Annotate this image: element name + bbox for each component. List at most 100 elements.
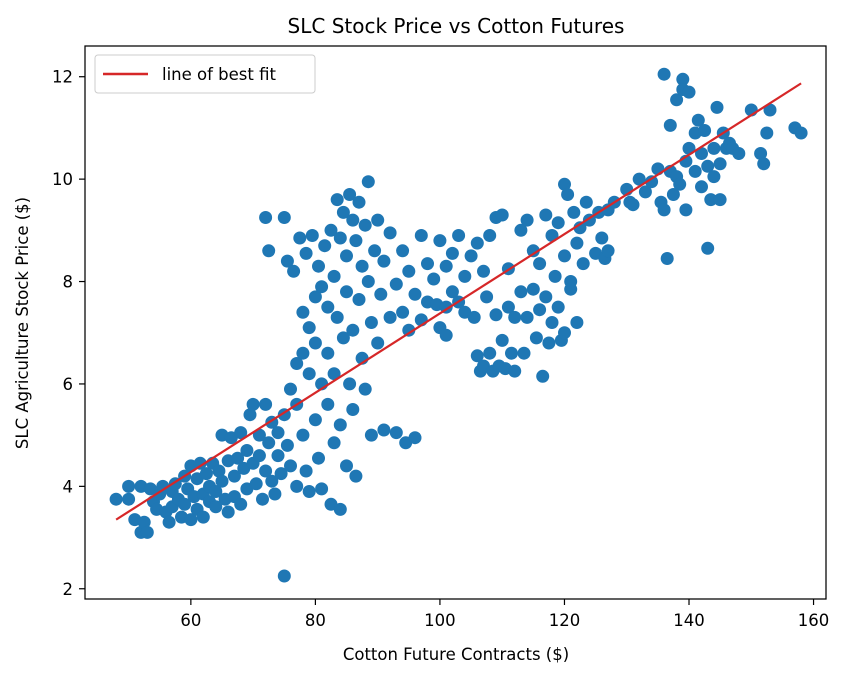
data-point — [439, 259, 453, 273]
data-point — [660, 252, 674, 265]
data-point — [520, 310, 534, 324]
data-point — [321, 397, 335, 411]
data-point — [514, 223, 528, 237]
data-point — [514, 285, 528, 299]
data-point — [162, 515, 176, 529]
x-axis-ticks: 60 80 100 120 140 160 — [180, 599, 829, 630]
data-point — [396, 244, 410, 258]
y-axis-ticks: 2 4 6 8 10 12 — [52, 68, 85, 599]
data-point — [349, 469, 363, 483]
data-point — [570, 236, 584, 250]
data-point — [234, 426, 248, 440]
data-point — [305, 229, 319, 242]
data-point — [701, 241, 715, 255]
data-point — [542, 336, 556, 350]
data-point — [688, 164, 702, 178]
data-point — [259, 211, 273, 224]
data-point — [794, 126, 808, 140]
data-point — [754, 147, 768, 160]
data-point — [296, 305, 310, 319]
data-point — [595, 231, 609, 245]
data-point — [707, 170, 721, 184]
data-point — [277, 211, 291, 224]
data-point — [343, 188, 357, 201]
y-tick-label: 10 — [52, 170, 73, 189]
data-point — [368, 244, 382, 258]
data-point — [402, 323, 416, 337]
data-point — [573, 221, 587, 235]
data-point — [757, 157, 771, 171]
data-point — [533, 303, 547, 317]
data-point — [570, 316, 584, 329]
data-point — [467, 310, 481, 324]
data-point — [505, 346, 518, 360]
data-point — [408, 431, 422, 445]
data-point — [284, 459, 297, 473]
data-point — [193, 456, 207, 470]
data-point — [265, 474, 279, 488]
data-point — [389, 277, 403, 291]
data-point — [396, 305, 410, 319]
data-point — [346, 323, 360, 337]
data-point — [445, 285, 459, 299]
data-point — [551, 216, 565, 230]
data-point — [343, 377, 357, 391]
data-point — [122, 492, 136, 506]
data-point — [336, 331, 350, 345]
data-point — [249, 477, 263, 491]
data-point — [227, 469, 241, 483]
data-point — [408, 287, 422, 301]
data-point — [290, 479, 304, 493]
data-point — [673, 177, 687, 191]
best-fit-line — [115, 82, 802, 521]
data-point — [383, 310, 397, 324]
chart-title: SLC Stock Price vs Cotton Futures — [288, 14, 625, 38]
y-tick-label: 2 — [63, 580, 74, 599]
data-point — [645, 175, 659, 189]
data-point — [539, 290, 553, 304]
data-point — [287, 264, 301, 278]
data-point — [539, 208, 553, 222]
data-point — [277, 569, 291, 583]
data-point — [308, 336, 322, 350]
data-point — [346, 213, 360, 227]
data-point — [252, 449, 266, 463]
data-point — [710, 100, 724, 114]
x-axis-label: Cotton Future Contracts ($) — [343, 645, 569, 664]
data-point — [358, 218, 372, 232]
data-point — [371, 336, 385, 350]
data-point — [271, 449, 285, 463]
x-tick-label: 80 — [305, 611, 326, 630]
data-point — [231, 451, 245, 465]
data-point — [259, 464, 273, 478]
data-point — [209, 485, 223, 498]
data-point — [221, 505, 235, 519]
data-point — [318, 239, 332, 253]
data-point — [495, 333, 509, 347]
data-point — [280, 254, 294, 268]
fit-line-layer — [115, 82, 802, 521]
data-point — [470, 349, 484, 363]
data-point — [374, 287, 388, 301]
data-point — [312, 451, 325, 465]
x-tick-label: 140 — [673, 611, 705, 630]
data-point — [296, 346, 310, 360]
data-point — [212, 464, 226, 478]
data-point — [364, 428, 378, 442]
data-point — [402, 264, 416, 278]
data-point — [290, 357, 304, 370]
data-point — [670, 93, 684, 107]
data-point — [501, 300, 515, 314]
data-point — [246, 397, 260, 411]
data-point — [666, 188, 680, 201]
data-point — [330, 310, 344, 324]
data-point — [137, 515, 151, 529]
data-point — [333, 418, 347, 432]
data-point — [477, 264, 490, 278]
x-tick-label: 60 — [180, 611, 201, 630]
data-point — [293, 231, 307, 245]
y-axis-label: SLC Agriculture Stock Price ($) — [13, 197, 32, 449]
data-point — [361, 175, 375, 189]
data-point — [682, 85, 696, 99]
